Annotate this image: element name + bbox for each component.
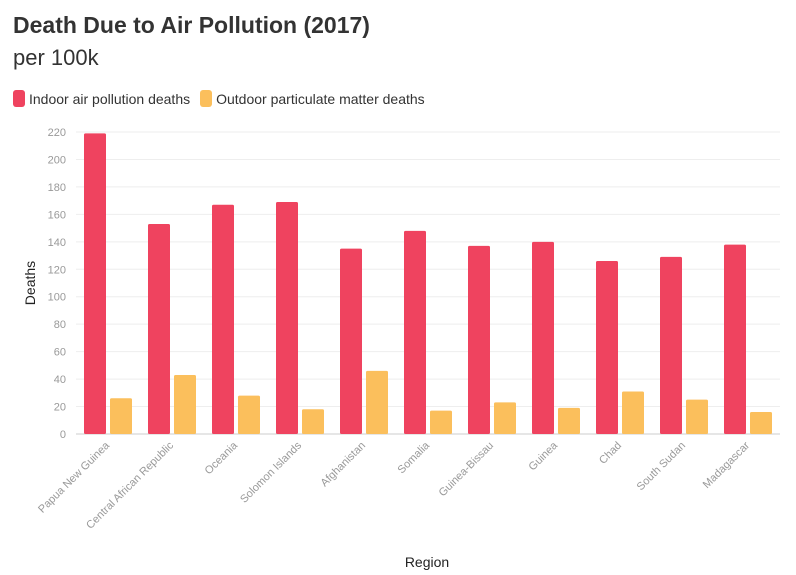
- y-tick-label: 100: [48, 292, 66, 304]
- bar-indoor: [212, 204, 234, 434]
- x-tick-label: Afghanistan: [319, 440, 369, 490]
- bar-outdoor: [494, 402, 516, 434]
- bar-outdoor: [686, 399, 708, 434]
- bar-outdoor: [302, 409, 324, 434]
- legend-swatch-outdoor: [200, 90, 213, 107]
- y-tick-label: 140: [48, 237, 66, 249]
- bar-indoor: [84, 133, 106, 434]
- y-tick-label: 40: [54, 374, 66, 386]
- x-axis-label: Region: [405, 554, 449, 570]
- x-tick-label: Oceania: [203, 439, 241, 477]
- bar-indoor: [404, 230, 426, 434]
- y-tick-label: 160: [48, 209, 66, 221]
- bar-indoor: [660, 256, 682, 434]
- bar-indoor: [724, 244, 746, 434]
- bar-indoor: [532, 241, 554, 434]
- bar-outdoor: [750, 412, 772, 434]
- y-tick-label: 20: [54, 402, 66, 414]
- y-tick-label: 80: [54, 319, 66, 331]
- x-tick-label: Papua New Guinea: [36, 439, 113, 516]
- chart-subtitle: per 100k: [13, 45, 99, 70]
- bar-outdoor: [366, 370, 388, 434]
- x-tick-label: Solomon Islands: [238, 439, 304, 505]
- bar-outdoor: [622, 391, 644, 434]
- x-tick-label: Somalia: [396, 439, 433, 476]
- bar-indoor: [596, 261, 618, 434]
- y-axis-label: Deaths: [22, 261, 38, 305]
- legend-label-outdoor: Outdoor particulate matter deaths: [216, 90, 425, 107]
- x-tick-label: Madagascar: [701, 439, 753, 491]
- bar-outdoor: [430, 410, 452, 434]
- bar-outdoor: [110, 398, 132, 434]
- bar-outdoor: [558, 407, 580, 434]
- y-tick-label: 200: [48, 154, 66, 166]
- x-tick-label: Guinea-Bissau: [437, 440, 497, 500]
- x-tick-label: Chad: [597, 440, 624, 467]
- bar-outdoor: [174, 374, 196, 434]
- chart-title: Death Due to Air Pollution (2017): [13, 12, 370, 38]
- y-tick-label: 0: [60, 429, 66, 441]
- y-tick-label: 180: [48, 182, 66, 194]
- legend-label-indoor: Indoor air pollution deaths: [29, 90, 191, 107]
- y-tick-label: 220: [48, 127, 66, 139]
- bar-indoor: [276, 202, 298, 434]
- legend-swatch-indoor: [13, 90, 25, 107]
- bar-outdoor: [238, 395, 260, 434]
- y-tick-label: 60: [54, 347, 66, 359]
- legend-item-indoor[interactable]: Indoor air pollution deaths: [13, 90, 190, 107]
- legend-item-outdoor[interactable]: Outdoor particulate matter deaths: [200, 90, 425, 107]
- bar-indoor: [468, 245, 490, 434]
- bar-indoor: [340, 248, 362, 434]
- x-tick-label: South Sudan: [635, 440, 688, 493]
- y-tick-label: 120: [48, 264, 66, 276]
- bar-indoor: [148, 223, 170, 434]
- x-tick-label: Guinea: [527, 439, 561, 473]
- legend: Indoor air pollution deaths Outdoor part…: [13, 90, 435, 107]
